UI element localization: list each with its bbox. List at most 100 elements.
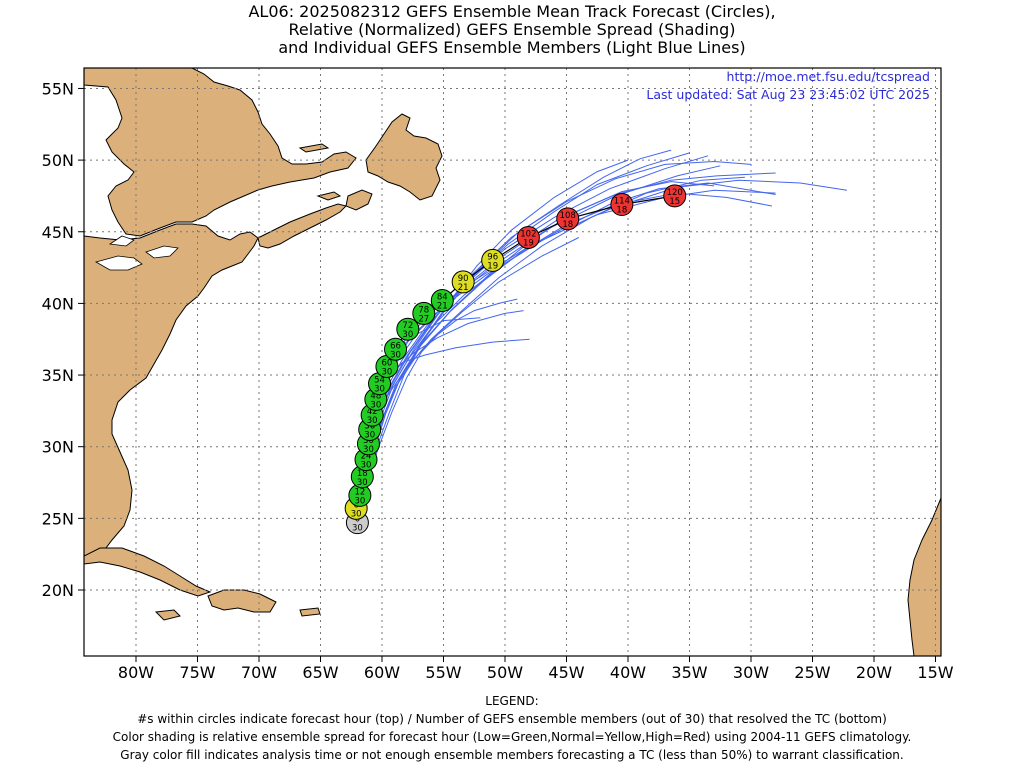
member-count-label: 27 bbox=[418, 314, 429, 324]
nova-scotia-land bbox=[257, 203, 347, 249]
title-line-3: and Individual GEFS Ensemble Members (Li… bbox=[278, 38, 746, 57]
jamaica-land bbox=[154, 609, 181, 621]
lon-tick-label: 50W bbox=[487, 663, 523, 682]
lat-tick-label: 20N bbox=[42, 581, 74, 600]
member-count-label: 30 bbox=[370, 400, 381, 410]
legend-line-3: Gray color fill indicates analysis time … bbox=[120, 748, 904, 762]
puerto-rico-land bbox=[299, 607, 321, 617]
lat-tick-label: 30N bbox=[42, 438, 74, 457]
forecast-hour-label: 108 bbox=[560, 211, 576, 221]
lon-tick-label: 20W bbox=[856, 663, 892, 682]
member-count-label: 30 bbox=[361, 461, 372, 471]
lon-tick-label: 60W bbox=[364, 663, 400, 682]
member-count-label: 30 bbox=[382, 367, 393, 377]
member-count-label: 15 bbox=[669, 197, 680, 207]
member-count-label: 30 bbox=[352, 524, 363, 534]
forecast-hour-label: 18 bbox=[357, 469, 368, 479]
member-count-label: 30 bbox=[364, 431, 375, 441]
forecast-hour-label: 78 bbox=[418, 305, 429, 315]
member-count-label: 30 bbox=[363, 445, 374, 455]
hispaniola-land bbox=[207, 589, 277, 613]
credit-url[interactable]: http://moe.met.fsu.edu/tcspread bbox=[726, 69, 930, 84]
legend-line-1: #s within circles indicate forecast hour… bbox=[137, 712, 887, 726]
member-count-label: 21 bbox=[458, 283, 469, 293]
title-line-2: Relative (Normalized) GEFS Ensemble Spre… bbox=[288, 20, 736, 39]
forecast-hour-label: 42 bbox=[367, 407, 378, 417]
lat-tick-label: 40N bbox=[42, 294, 74, 313]
north-america-land bbox=[84, 68, 357, 237]
legend-line-2: Color shading is relative ensemble sprea… bbox=[112, 730, 912, 744]
track-circle bbox=[451, 270, 475, 294]
track-circle bbox=[481, 248, 505, 272]
track-circle bbox=[663, 184, 687, 208]
forecast-hour-label: 36 bbox=[364, 422, 375, 432]
lat-tick-label: 45N bbox=[42, 223, 74, 242]
forecast-hour-label: 90 bbox=[458, 274, 469, 284]
lon-tick-label: 15W bbox=[917, 663, 953, 682]
lon-tick-label: 25W bbox=[794, 663, 830, 682]
lon-tick-label: 70W bbox=[241, 663, 277, 682]
forecast-hour-label: 54 bbox=[374, 376, 385, 386]
us-east-coast-land bbox=[84, 223, 259, 561]
member-count-label: 30 bbox=[357, 478, 368, 488]
lat-tick-label: 25N bbox=[42, 509, 74, 528]
graticule bbox=[84, 68, 941, 656]
pei-land bbox=[316, 191, 342, 201]
track-circle bbox=[556, 207, 580, 231]
forecast-hour-label: 96 bbox=[487, 252, 498, 262]
member-count-label: 30 bbox=[354, 496, 365, 506]
track-circle bbox=[430, 289, 454, 313]
member-count-label: 30 bbox=[374, 385, 385, 395]
member-count-label: 19 bbox=[523, 238, 534, 248]
lon-tick-label: 65W bbox=[302, 663, 338, 682]
member-count-label: 30 bbox=[367, 416, 378, 426]
member-count-label: 30 bbox=[351, 509, 362, 519]
map-frame bbox=[83, 67, 942, 657]
lon-tick-label: 30W bbox=[733, 663, 769, 682]
lon-tick-label: 45W bbox=[548, 663, 584, 682]
member-count-label: 18 bbox=[616, 206, 627, 216]
lon-tick-label: 75W bbox=[179, 663, 215, 682]
track-circle bbox=[384, 337, 408, 361]
cuba-land bbox=[84, 547, 212, 597]
track-circle bbox=[412, 301, 436, 325]
last-updated: Last updated: Sat Aug 23 23:45:02 UTC 20… bbox=[646, 87, 930, 102]
forecast-hour-label: 60 bbox=[382, 358, 393, 368]
member-count-label: 19 bbox=[487, 261, 498, 271]
track-circle bbox=[396, 317, 420, 341]
lon-tick-label: 55W bbox=[425, 663, 461, 682]
forecast-hour-label: 114 bbox=[614, 197, 630, 207]
newfoundland-land bbox=[365, 113, 443, 201]
member-count-label: 30 bbox=[402, 330, 413, 340]
great-lakes-water bbox=[94, 235, 179, 271]
mean-track: 0306301230183024303030363042304830543060… bbox=[344, 184, 687, 535]
lon-tick-label: 80W bbox=[118, 663, 154, 682]
forecast-hour-label: 120 bbox=[667, 188, 683, 198]
lat-tick-label: 55N bbox=[42, 79, 74, 98]
title-line-1: AL06: 2025082312 GEFS Ensemble Mean Trac… bbox=[248, 2, 776, 21]
lon-tick-label: 40W bbox=[610, 663, 646, 682]
cape-breton-land bbox=[345, 189, 373, 211]
land-layer bbox=[84, 68, 941, 656]
africa-land bbox=[907, 497, 941, 656]
member-count-label: 30 bbox=[390, 350, 401, 360]
forecast-hour-label: 66 bbox=[390, 341, 401, 351]
lon-tick-label: 35W bbox=[671, 663, 707, 682]
forecast-hour-label: 48 bbox=[370, 391, 381, 401]
track-circle bbox=[610, 193, 634, 217]
forecast-hour-label: 12 bbox=[354, 487, 365, 497]
axis-labels: 80W 75W 70W 65W 60W 55W 50W 45W 40W 35W 30W 25W 20W 1… bbox=[42, 79, 954, 682]
forecast-hour-label: 72 bbox=[402, 321, 413, 331]
track-circle bbox=[516, 225, 540, 249]
